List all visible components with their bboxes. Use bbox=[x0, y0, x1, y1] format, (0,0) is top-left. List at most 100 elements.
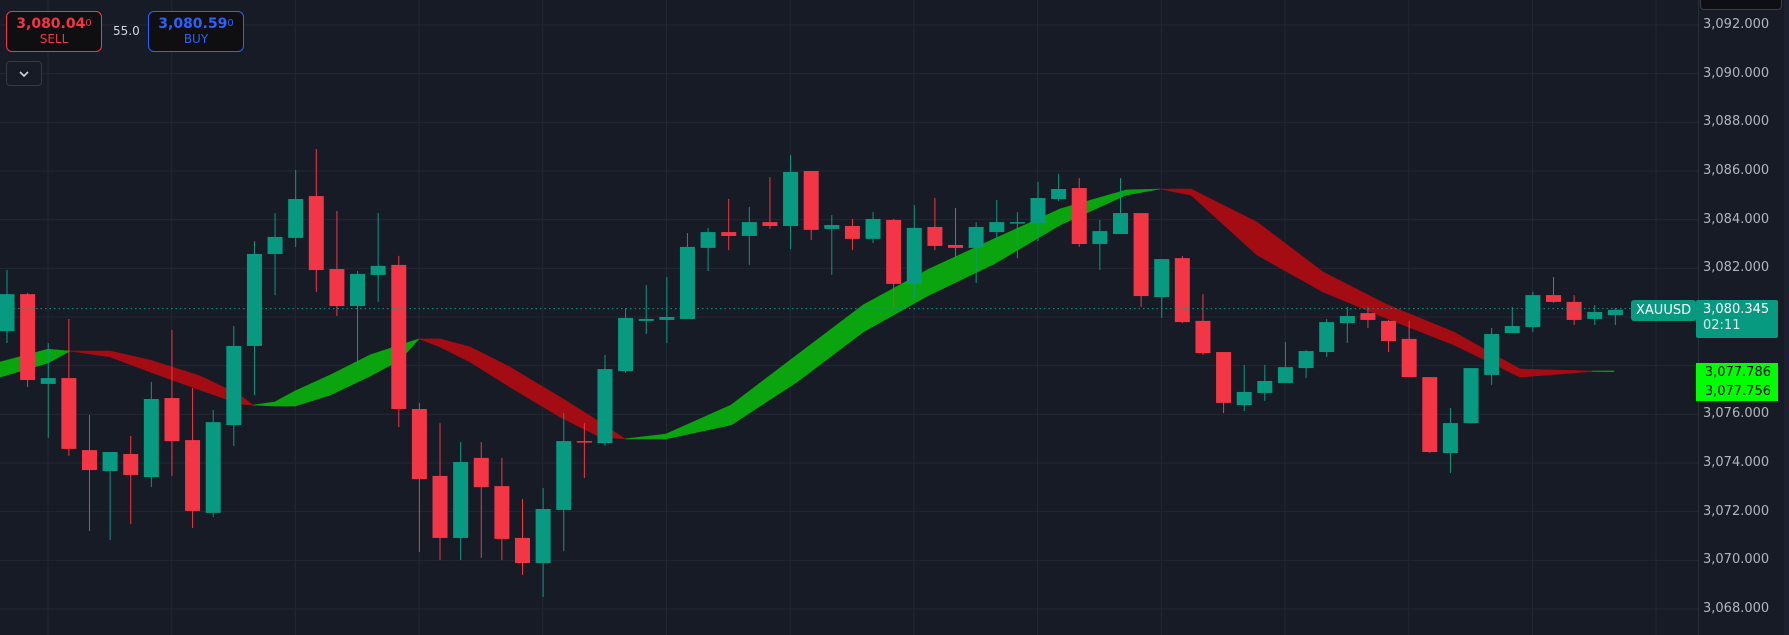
symbol-label: XAUUSD bbox=[1631, 300, 1697, 321]
candle bbox=[721, 198, 737, 251]
candle bbox=[824, 215, 840, 275]
ribbon-segment bbox=[1591, 370, 1615, 372]
candle bbox=[329, 210, 345, 317]
candle bbox=[1525, 291, 1541, 333]
candle bbox=[246, 241, 262, 396]
candle bbox=[1071, 178, 1087, 247]
spread-value: 55.0 bbox=[113, 24, 140, 38]
last-price-label: 3,080.345 02:11 bbox=[1696, 300, 1778, 338]
candle bbox=[40, 343, 56, 438]
price-tick-label: 3,082.000 bbox=[1703, 260, 1770, 276]
candle bbox=[1442, 408, 1458, 473]
candle bbox=[494, 457, 510, 561]
price-tick-label: 3,074.000 bbox=[1703, 454, 1770, 470]
candle bbox=[123, 435, 139, 525]
candle bbox=[576, 423, 592, 479]
candle bbox=[1401, 320, 1417, 378]
price-tick-label: 3,092.000 bbox=[1703, 17, 1770, 32]
candle bbox=[886, 218, 902, 308]
candle bbox=[1546, 277, 1561, 303]
price-tick-label: 3,086.000 bbox=[1703, 162, 1770, 178]
candle bbox=[1216, 352, 1232, 414]
candle bbox=[1174, 255, 1190, 324]
candle bbox=[783, 154, 799, 250]
candle bbox=[1257, 364, 1273, 401]
candle bbox=[762, 177, 778, 229]
candle bbox=[989, 199, 1005, 241]
chart-plot-area[interactable] bbox=[0, 0, 1698, 635]
candle bbox=[1009, 212, 1025, 259]
last-price-value: 3,080.345 bbox=[1703, 302, 1770, 317]
ma-ribbon bbox=[0, 188, 1615, 440]
candle bbox=[844, 218, 860, 251]
candle bbox=[391, 255, 407, 427]
candle bbox=[205, 409, 221, 518]
ma-ribbon-lower-label: 3,077.756 bbox=[1696, 382, 1778, 401]
sell-button[interactable]: 3,080.040 SELL bbox=[6, 11, 102, 52]
candle bbox=[1463, 368, 1479, 424]
candle bbox=[20, 292, 36, 388]
candle bbox=[308, 149, 324, 292]
candle bbox=[1360, 307, 1376, 328]
buy-button[interactable]: 3,080.590 BUY bbox=[148, 11, 244, 52]
grid-lines bbox=[0, 0, 1698, 635]
collapse-trading-panel-button[interactable] bbox=[6, 61, 42, 86]
ma-ribbon-upper-label: 3,077.786 bbox=[1696, 363, 1778, 382]
candle bbox=[948, 207, 964, 259]
candle bbox=[597, 354, 613, 446]
price-tick-label: 3,084.000 bbox=[1703, 211, 1770, 227]
candle bbox=[1422, 377, 1438, 454]
candle bbox=[432, 423, 448, 561]
price-scale-edge bbox=[1784, 0, 1789, 635]
candle bbox=[1339, 307, 1355, 344]
scale-settings-button[interactable] bbox=[1700, 0, 1782, 10]
candle bbox=[81, 415, 97, 531]
candle bbox=[1607, 307, 1623, 326]
candle bbox=[370, 213, 386, 302]
candle bbox=[1133, 213, 1149, 308]
candle bbox=[1030, 181, 1046, 242]
price-tick-label: 3,076.000 bbox=[1703, 406, 1770, 422]
candle bbox=[1236, 364, 1252, 411]
candle bbox=[350, 271, 366, 370]
sell-label: SELL bbox=[39, 32, 69, 46]
candle bbox=[267, 213, 283, 296]
candle bbox=[226, 325, 242, 446]
bar-countdown: 02:11 bbox=[1703, 318, 1741, 333]
candle bbox=[741, 207, 757, 265]
candle bbox=[164, 329, 180, 476]
candle bbox=[288, 170, 304, 247]
price-tick-label: 3,068.000 bbox=[1703, 600, 1770, 616]
candle bbox=[535, 488, 551, 598]
candle bbox=[0, 270, 15, 344]
candle bbox=[143, 381, 159, 488]
price-tick-label: 3,088.000 bbox=[1703, 114, 1770, 130]
candle bbox=[411, 402, 427, 553]
candle bbox=[803, 170, 819, 241]
candle bbox=[1587, 305, 1603, 326]
candle bbox=[1092, 219, 1108, 271]
candle bbox=[1298, 350, 1314, 379]
candle bbox=[865, 212, 881, 244]
price-tick-label: 3,072.000 bbox=[1703, 503, 1770, 519]
candle bbox=[102, 452, 118, 540]
candle bbox=[1381, 319, 1397, 353]
candle bbox=[1504, 307, 1520, 334]
candle bbox=[1112, 178, 1128, 235]
buy-price: 3,080.590 bbox=[158, 16, 234, 32]
candle bbox=[927, 198, 943, 251]
candle bbox=[1484, 327, 1500, 385]
candle bbox=[473, 442, 489, 558]
candle bbox=[1566, 295, 1582, 326]
candle bbox=[1319, 318, 1335, 357]
candle bbox=[453, 442, 469, 561]
price-tick-label: 3,070.000 bbox=[1703, 552, 1770, 568]
candle bbox=[638, 285, 654, 335]
candle bbox=[185, 388, 201, 528]
candle bbox=[968, 222, 984, 283]
candle bbox=[700, 227, 716, 272]
candle bbox=[1051, 173, 1067, 201]
candle bbox=[618, 307, 634, 373]
candle bbox=[906, 205, 922, 300]
